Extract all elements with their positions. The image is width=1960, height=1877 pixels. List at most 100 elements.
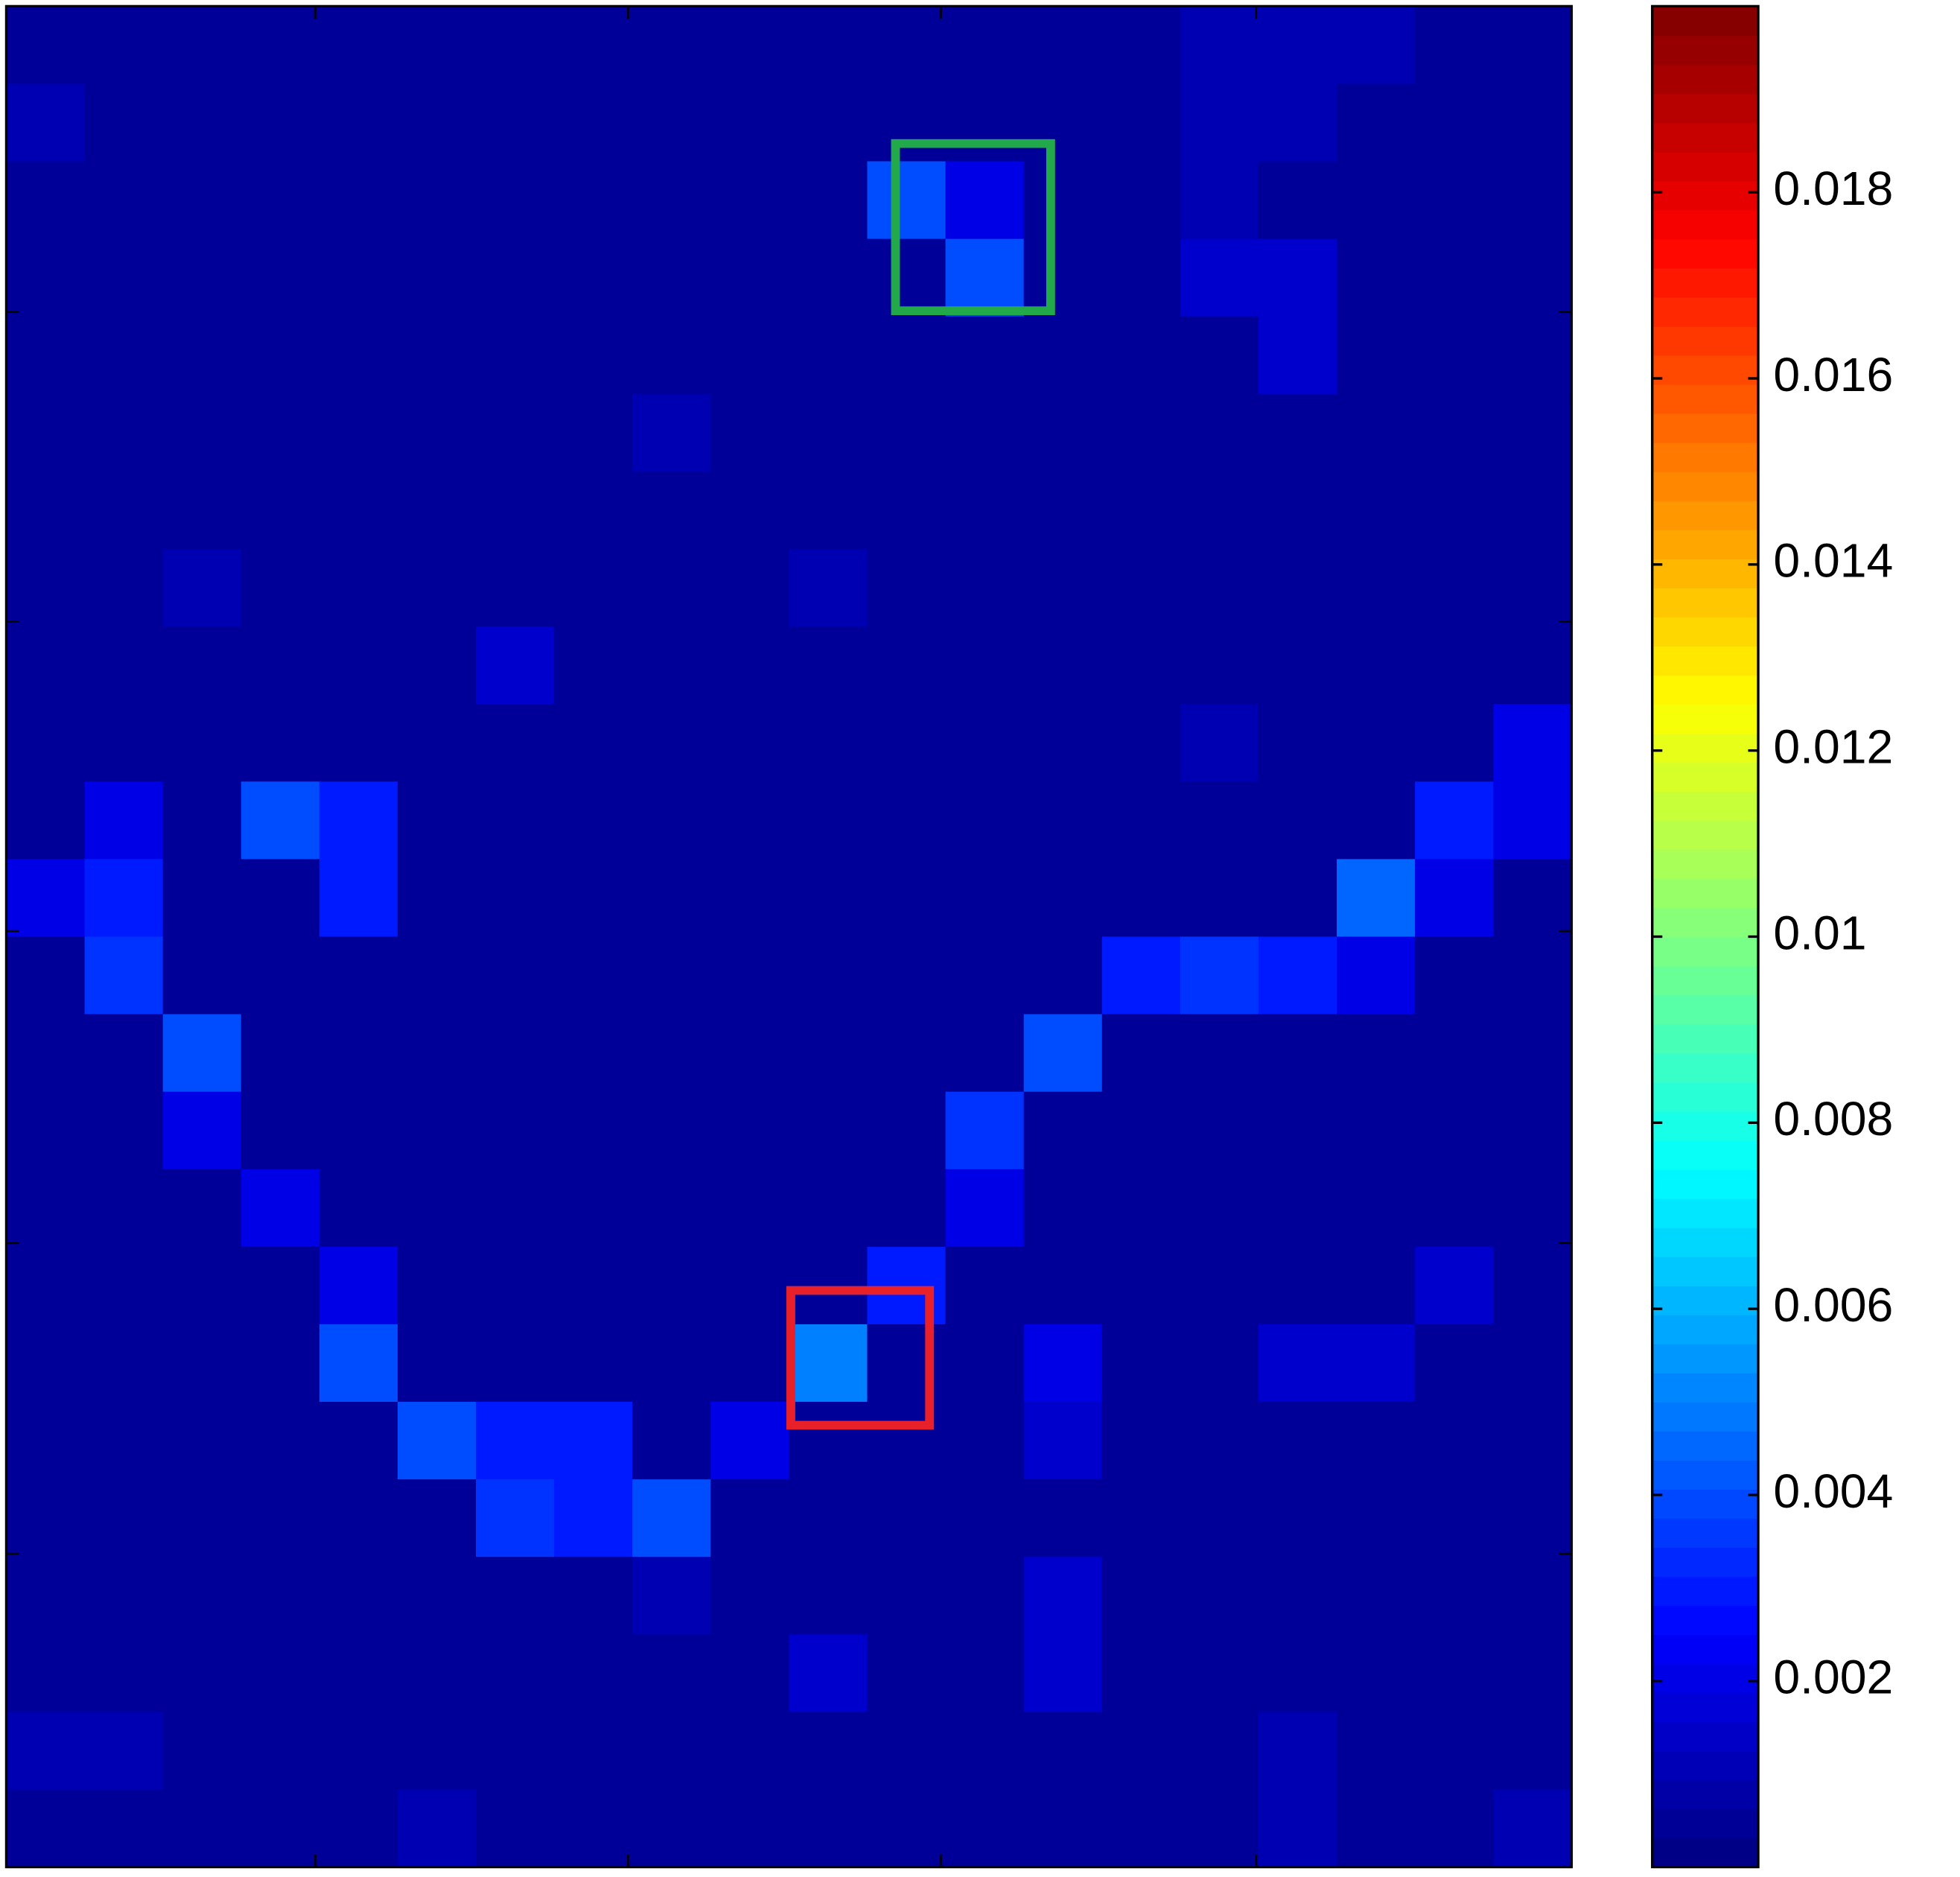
heatmap-cell (1415, 1324, 1495, 1403)
colorbar-band (1652, 35, 1759, 66)
heatmap-cell (554, 1014, 634, 1093)
heatmap-cell (945, 936, 1025, 1015)
heatmap-cell (397, 316, 477, 395)
heatmap-cell (789, 6, 868, 85)
heatmap-cell (241, 83, 320, 162)
heatmap-cell (1337, 238, 1416, 317)
heatmap-cell (1337, 471, 1416, 550)
colorbar-band (1652, 1634, 1759, 1665)
heatmap-cell (476, 1557, 555, 1636)
heatmap-cell (162, 1789, 242, 1868)
heatmap-cell (162, 1169, 242, 1248)
heatmap-cell (632, 316, 712, 395)
heatmap-cell (162, 936, 242, 1015)
heatmap-cell (789, 1634, 868, 1713)
heatmap-cell (1337, 936, 1416, 1015)
heatmap-cell (1101, 316, 1181, 395)
heatmap-cell (84, 549, 164, 627)
heatmap-cell (1101, 471, 1181, 550)
heatmap-cell (1023, 1789, 1103, 1868)
heatmap-cell (1258, 161, 1337, 240)
heatmap-cell (1101, 626, 1181, 705)
colorbar-band (1652, 355, 1759, 385)
heatmap-cell (1101, 549, 1181, 627)
heatmap-cell (1337, 1634, 1416, 1713)
heatmap-cell (84, 471, 164, 550)
heatmap-cell (789, 1789, 868, 1868)
heatmap-cell (867, 1557, 946, 1636)
heatmap-cell (1101, 83, 1181, 162)
heatmap-cell (554, 316, 634, 395)
heatmap-cell (867, 1246, 946, 1325)
heatmap-cell (319, 704, 398, 783)
heatmap-cell (1180, 161, 1259, 240)
heatmap-cell (1258, 316, 1337, 395)
heatmap-cell (84, 1789, 164, 1868)
heatmap-cell (241, 1091, 320, 1170)
heatmap-cell (162, 1402, 242, 1480)
heatmap-cell (867, 6, 946, 85)
heatmap-cell (1415, 83, 1495, 162)
heatmap-cell (241, 316, 320, 395)
heatmap-cell (1180, 1634, 1259, 1713)
heatmap-cell (1337, 1246, 1416, 1325)
heatmap-cell (241, 161, 320, 240)
colorbar-band (1652, 1227, 1759, 1257)
heatmap-cell (241, 704, 320, 783)
heatmap-cell (162, 1246, 242, 1325)
heatmap-cell (397, 1169, 477, 1248)
heatmap-cell (84, 1557, 164, 1636)
heatmap-cell (6, 1479, 86, 1558)
heatmap-cell (6, 1246, 86, 1325)
heatmap-cell (1493, 238, 1573, 317)
heatmap-cell (476, 1479, 555, 1558)
heatmap-cell (710, 1712, 790, 1791)
heatmap-cell (1023, 238, 1103, 317)
colorbar-band (1652, 733, 1759, 763)
heatmap-cell (867, 1402, 946, 1480)
heatmap-cell (1493, 316, 1573, 395)
heatmap-cell (1415, 549, 1495, 627)
heatmap-cell (945, 316, 1025, 395)
heatmap-cell (1258, 704, 1337, 783)
heatmap-cell (554, 1091, 634, 1170)
heatmap-cell (554, 83, 634, 162)
heatmap-cell (241, 1712, 320, 1791)
heatmap-cell (397, 1324, 477, 1403)
heatmap-cell (1101, 161, 1181, 240)
heatmap-cell (1023, 316, 1103, 395)
heatmap-cell (1101, 1712, 1181, 1791)
colorbar-band (1652, 64, 1759, 95)
heatmap-cell (241, 1634, 320, 1713)
heatmap-cell (710, 1557, 790, 1636)
heatmap-cell (241, 393, 320, 472)
heatmap-cell (1180, 549, 1259, 627)
heatmap-cell (632, 1789, 712, 1868)
heatmap-cell (1258, 393, 1337, 472)
colorbar-band (1652, 1431, 1759, 1461)
heatmap-cell (710, 1169, 790, 1248)
heatmap-cell (84, 704, 164, 783)
heatmap-cell (789, 161, 868, 240)
heatmap-cell (1493, 1014, 1573, 1093)
heatmap-cell (162, 1712, 242, 1791)
heatmap-cell (476, 83, 555, 162)
heatmap-cell (476, 781, 555, 860)
heatmap-cell (1493, 6, 1573, 85)
heatmap-cell (632, 626, 712, 705)
heatmap-cell (6, 859, 86, 938)
colorbar-band (1652, 965, 1759, 996)
heatmap-cell (945, 1634, 1025, 1713)
heatmap-cell (945, 1789, 1025, 1868)
heatmap-cell (1180, 1091, 1259, 1170)
heatmap-cell (84, 1014, 164, 1093)
heatmap-cell (84, 393, 164, 472)
heatmap-cell (1023, 1712, 1103, 1791)
heatmap-cell (1180, 1479, 1259, 1558)
colorbar-band (1652, 471, 1759, 501)
heatmap-cell (789, 1169, 868, 1248)
heatmap-cell (1023, 704, 1103, 783)
heatmap-cell (6, 626, 86, 705)
heatmap-cell (1258, 6, 1337, 85)
heatmap-cell (397, 1789, 477, 1868)
